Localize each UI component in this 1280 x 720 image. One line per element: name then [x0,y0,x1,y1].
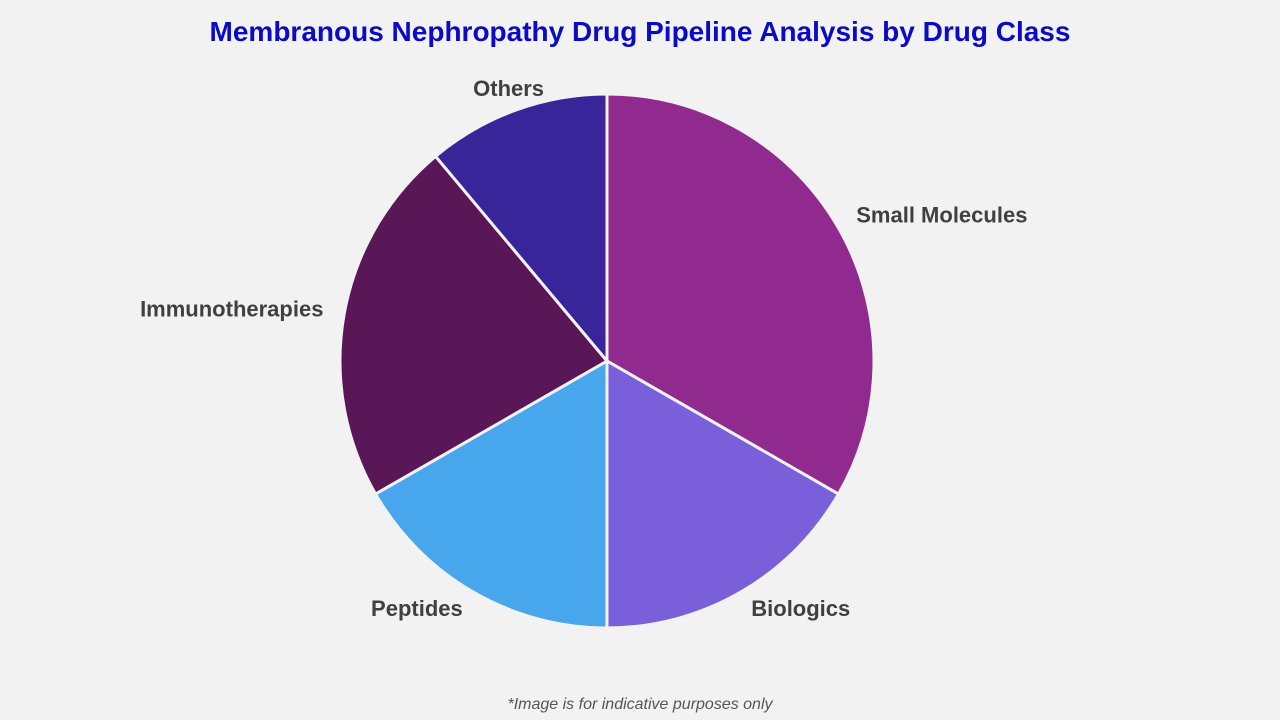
slice-label-peptides: Peptides [371,596,463,621]
pie-slice-biologics [605,359,841,630]
pie-slices [338,92,876,630]
pie-slice-peptides [373,359,609,630]
footnote: *Image is for indicative purposes only [507,696,773,713]
slice-label-others: Others [473,76,544,101]
pie-chart: Small Molecules Biologics Peptides Immunoth… [140,76,1027,630]
pie-slice-small-molecules [605,92,876,496]
slice-label-immunotherapies: Immunotherapies [140,296,323,321]
pie-slice-others [434,92,609,363]
chart-title: Membranous Nephropathy Drug Pipeline Ana… [209,16,1071,47]
slice-label-biologics: Biologics [751,596,850,621]
pie-slice-immunotherapies [338,154,609,496]
slice-label-small-molecules: Small Molecules [856,203,1027,228]
pie-labels: Small Molecules Biologics Peptides Immunoth… [140,76,1027,621]
